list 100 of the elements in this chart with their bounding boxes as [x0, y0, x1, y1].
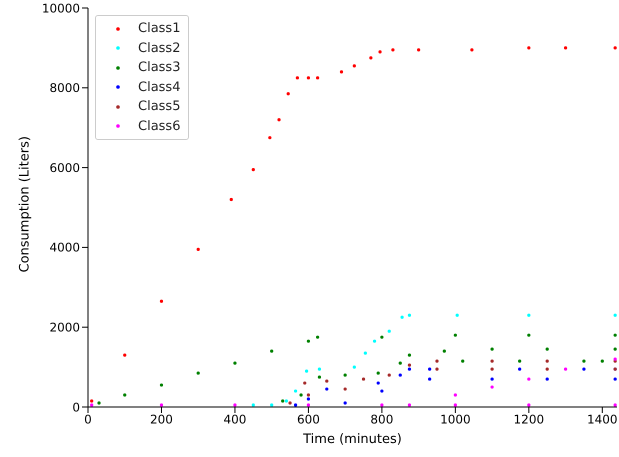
point	[398, 373, 402, 377]
point	[369, 56, 372, 60]
point	[408, 364, 412, 367]
point	[490, 377, 494, 381]
point	[456, 314, 459, 317]
point	[600, 360, 604, 363]
point	[270, 403, 274, 407]
legend-label: Class1	[138, 20, 180, 38]
point	[518, 367, 522, 371]
point	[372, 340, 376, 343]
point	[288, 401, 292, 405]
point	[564, 367, 568, 371]
point	[325, 379, 328, 383]
point	[398, 362, 402, 365]
point	[527, 334, 530, 337]
point	[316, 336, 320, 339]
point	[318, 375, 322, 379]
x-tick-label: 600	[296, 412, 320, 427]
point	[352, 64, 356, 68]
point	[454, 334, 457, 337]
point	[490, 360, 494, 363]
point	[408, 354, 412, 357]
point	[408, 367, 412, 371]
point	[428, 377, 432, 381]
point	[344, 387, 347, 391]
point	[90, 403, 94, 407]
x-tick-label: 1000	[440, 412, 471, 427]
x-tick-label: 800	[370, 412, 394, 427]
point	[306, 397, 310, 401]
y-axis-title: Consumption (Liters)	[18, 136, 33, 272]
point	[391, 48, 395, 52]
y-tick-label: 10000	[42, 1, 80, 16]
point	[490, 348, 494, 351]
point	[233, 362, 237, 365]
point	[518, 360, 522, 363]
y-tick-label: 8000	[49, 81, 80, 96]
point	[196, 371, 200, 375]
point	[316, 76, 320, 80]
point	[454, 393, 457, 397]
point	[454, 403, 457, 407]
point	[296, 76, 299, 80]
point	[303, 381, 306, 385]
point	[294, 389, 298, 393]
y-tick-label: 2000	[49, 320, 80, 334]
point	[388, 330, 391, 333]
point	[614, 377, 617, 381]
point	[527, 377, 530, 381]
point	[352, 366, 356, 369]
legend-label: Class5	[138, 98, 180, 116]
point	[582, 360, 586, 363]
point	[546, 348, 549, 351]
y-tick-label: 6000	[49, 160, 80, 175]
point	[527, 46, 530, 50]
point	[376, 381, 380, 385]
point	[306, 403, 310, 407]
point	[380, 403, 384, 407]
point	[388, 373, 391, 377]
point	[614, 314, 617, 317]
point	[435, 367, 439, 371]
point	[306, 393, 310, 397]
point	[400, 316, 404, 319]
point	[306, 76, 310, 80]
point	[123, 354, 126, 357]
point	[252, 403, 255, 407]
point	[123, 393, 126, 397]
point	[268, 136, 272, 140]
point	[614, 46, 617, 50]
point	[378, 50, 382, 54]
point	[277, 118, 281, 122]
point	[380, 336, 384, 339]
x-tick-label: 400	[223, 412, 246, 427]
point	[490, 367, 494, 371]
point	[196, 248, 200, 251]
point	[344, 373, 347, 377]
legend-label: Class4	[138, 78, 180, 96]
legend-label: Class3	[138, 59, 180, 77]
point	[160, 300, 164, 303]
point	[614, 334, 617, 337]
point	[614, 348, 617, 351]
point	[442, 350, 446, 353]
point	[97, 401, 101, 405]
point	[527, 403, 530, 407]
x-tick-label: 200	[150, 412, 173, 427]
point	[90, 399, 94, 403]
point	[362, 377, 366, 381]
point	[284, 399, 288, 403]
x-tick-label: 1200	[514, 412, 544, 427]
point	[490, 385, 494, 389]
point	[344, 401, 347, 405]
point	[230, 198, 233, 202]
point	[304, 369, 308, 373]
point	[582, 367, 586, 371]
point	[527, 314, 530, 317]
point	[546, 367, 549, 371]
point	[417, 48, 420, 52]
point	[408, 314, 412, 317]
point	[299, 393, 303, 397]
point	[408, 403, 412, 407]
point	[435, 360, 439, 363]
point	[160, 383, 164, 387]
